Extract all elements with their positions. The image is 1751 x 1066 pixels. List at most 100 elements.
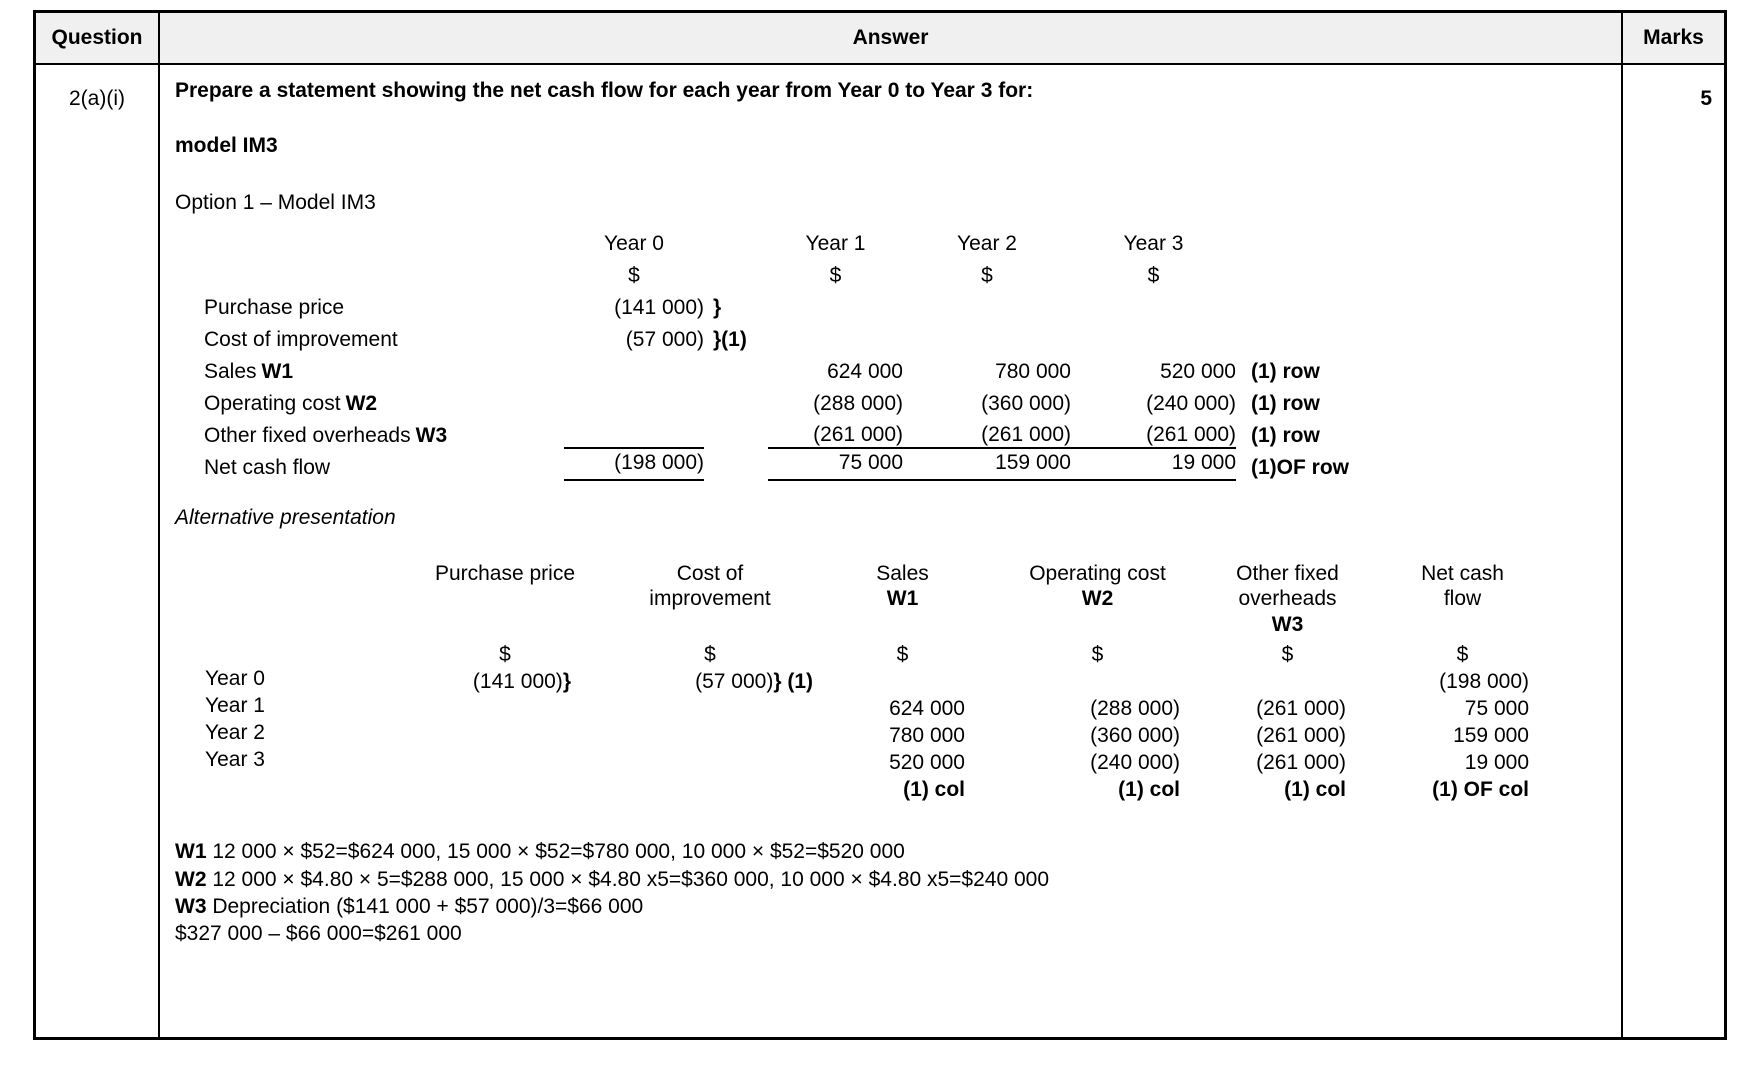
cashflow-statement-table: Year 0 Year 1 Year 2 Year 3 $ $ $ $ Purc… <box>204 224 1411 482</box>
purchase-price-row: Purchase price (141 000) } <box>204 288 1411 320</box>
dollar-sign: $ <box>1147 264 1160 288</box>
year1-header: Year 1 <box>805 232 866 256</box>
question-text: Prepare a statement showing the net cash… <box>175 79 1034 102</box>
operating-cost-year3: (240 000) <box>1146 392 1236 416</box>
purchase-price-year0: (141 000) <box>614 296 704 320</box>
brace-mark: } <box>562 670 571 694</box>
net-cash-flow-year2: 159 000 <box>903 448 1071 482</box>
question-column-header-label: Question <box>51 26 143 49</box>
marks-value: 5 <box>1700 87 1712 110</box>
cost-improvement-column-header: Cost of improvement <box>649 561 771 611</box>
marks-cell: 5 <box>1621 65 1724 1037</box>
operating-cost-row: Operating cost W2 (288 000) (360 000) (24… <box>204 384 1411 416</box>
working-ref: W3 <box>1271 612 1304 636</box>
other-fixed-overheads-row: Other fixed overheads W3 (261 000) (261 0… <box>204 416 1411 450</box>
marks-column-header-label: Marks <box>1643 26 1704 49</box>
option-title: Option 1 – Model IM3 <box>175 191 376 215</box>
model-label: model IM3 <box>175 134 278 158</box>
alt-year1-row: Year 1 624 000 (288 000) (261 000) 75 00… <box>205 694 1555 721</box>
net-cash-flow-year1: 75 000 <box>768 448 903 482</box>
sales-year3: 520 000 <box>1160 360 1236 384</box>
working-ref: W1 <box>175 840 207 864</box>
workings-section: W1 12 000 × $52=$624 000, 15 000 × $52=$… <box>175 838 1611 947</box>
working-text: $327 000 – $66 000=$261 000 <box>175 922 462 946</box>
sales-row: Sales W1 624 000 780 000 520 000 (1) row <box>204 352 1411 384</box>
net-cash-flow-value: 159 000 <box>1453 724 1529 748</box>
mark-annotation: (1)OF row <box>1251 456 1349 480</box>
row-label: Year 0 <box>205 667 265 691</box>
dollar-row: $ $ $ $ <box>204 256 1411 288</box>
row-label: Year 1 <box>205 694 265 718</box>
brace-mark: } (1) <box>773 670 813 694</box>
working-ref: W2 <box>175 867 207 891</box>
net-cash-flow-column-header: Net cash flow <box>1421 561 1504 611</box>
other-fixed-overheads-column-header: Other fixed overheads W3 <box>1205 561 1370 638</box>
cost-improvement-year0: (57 000) <box>625 328 704 352</box>
net-cash-flow-value: 75 000 <box>1464 697 1529 721</box>
brace-mark: }(1) <box>713 328 747 352</box>
mark-annotation: (1) col <box>1284 778 1346 802</box>
purchase-price-column-header: Purchase price <box>434 561 576 585</box>
brace-mark: } <box>713 296 722 320</box>
mark-annotation: (1) row <box>1251 424 1320 448</box>
dollar-sign: $ <box>896 643 909 667</box>
sales-value: 780 000 <box>889 724 965 748</box>
alt-year3-row: Year 3 520 000 (240 000) (261 000) 19 00… <box>205 748 1555 775</box>
mark-annotation: (1) col <box>1118 778 1180 802</box>
column-header-text: Other fixed overheads <box>1236 561 1339 611</box>
row-label: Cost of improvement <box>204 328 398 352</box>
dollar-sign: $ <box>1091 643 1104 667</box>
answer-column-header: Answer <box>158 13 1621 65</box>
working-ref: W2 <box>345 392 378 416</box>
mark-annotation: (1) row <box>1251 392 1320 416</box>
working-w3: W3 Depreciation ($141 000 + $57 000)/3=$… <box>175 893 1611 920</box>
working-ref: W1 <box>886 587 919 611</box>
sales-value: 520 000 <box>889 751 965 775</box>
row-label: Year 3 <box>205 748 265 772</box>
overheads-year2: (261 000) <box>903 416 1071 450</box>
mark-annotation: (1) OF col <box>1432 778 1529 802</box>
cost-improvement-value: (57 000) <box>695 670 774 694</box>
alt-year2-row: Year 2 780 000 (360 000) (261 000) 159 0… <box>205 721 1555 748</box>
mark-annotation: (1) col <box>903 778 965 802</box>
column-header-text: Sales <box>876 561 929 585</box>
operating-cost-year1: (288 000) <box>813 392 903 416</box>
cost-of-improvement-row: Cost of improvement (57 000) }(1) <box>204 320 1411 352</box>
dollar-sign: $ <box>499 643 511 667</box>
marks-column-header: Marks <box>1621 13 1724 65</box>
operating-cost-year2: (360 000) <box>981 392 1071 416</box>
dollar-sign: $ <box>704 643 716 667</box>
net-cash-flow-value: 19 000 <box>1464 751 1529 775</box>
net-cash-flow-value: (198 000) <box>1439 670 1529 694</box>
year0-header: Year 0 <box>604 232 664 256</box>
operating-cost-value: (288 000) <box>1090 697 1180 721</box>
dollar-sign: $ <box>1281 643 1294 667</box>
row-label: Other fixed overheads <box>204 424 411 448</box>
overheads-value: (261 000) <box>1256 724 1346 748</box>
working-text: 12 000 × $52=$624 000, 15 000 × $52=$780… <box>206 840 905 864</box>
alt-header-row: Purchase price Cost of improvement Sales… <box>205 561 1555 638</box>
operating-cost-value: (240 000) <box>1090 751 1180 775</box>
row-label: Purchase price <box>204 296 345 320</box>
sales-year2: 780 000 <box>995 360 1071 384</box>
question-id: 2(a)(i) <box>69 87 125 110</box>
alt-marks-row: (1) col (1) col (1) col (1) OF col <box>205 775 1555 802</box>
dollar-sign: $ <box>829 264 842 288</box>
overheads-value: (261 000) <box>1256 697 1346 721</box>
alt-year0-row: Year 0 (141 000)} (57 000)} (1) (198 000… <box>205 667 1555 694</box>
dollar-sign: $ <box>1456 643 1469 667</box>
operating-cost-value: (360 000) <box>1090 724 1180 748</box>
overheads-year3: (261 000) <box>1071 416 1236 450</box>
row-label: Net cash flow <box>204 456 331 480</box>
working-ref: W3 <box>415 424 448 448</box>
operating-cost-column-header: Operating cost W2 <box>990 561 1205 638</box>
question-id-cell: 2(a)(i) <box>36 65 158 1037</box>
overheads-year1: (261 000) <box>768 416 903 450</box>
net-cash-flow-row: Net cash flow (198 000) 75 000 159 000 1… <box>204 448 1411 482</box>
alternative-presentation-table: Purchase price Cost of improvement Sales… <box>205 561 1555 803</box>
dollar-sign: $ <box>981 264 993 288</box>
alt-dollar-row: $ $ $ $ $ $ <box>205 637 1555 667</box>
alternative-presentation-label: Alternative presentation <box>175 506 396 530</box>
working-text: 12 000 × $4.80 × 5=$288 000, 15 000 × $4… <box>206 867 1050 891</box>
year2-header: Year 2 <box>957 232 1017 256</box>
